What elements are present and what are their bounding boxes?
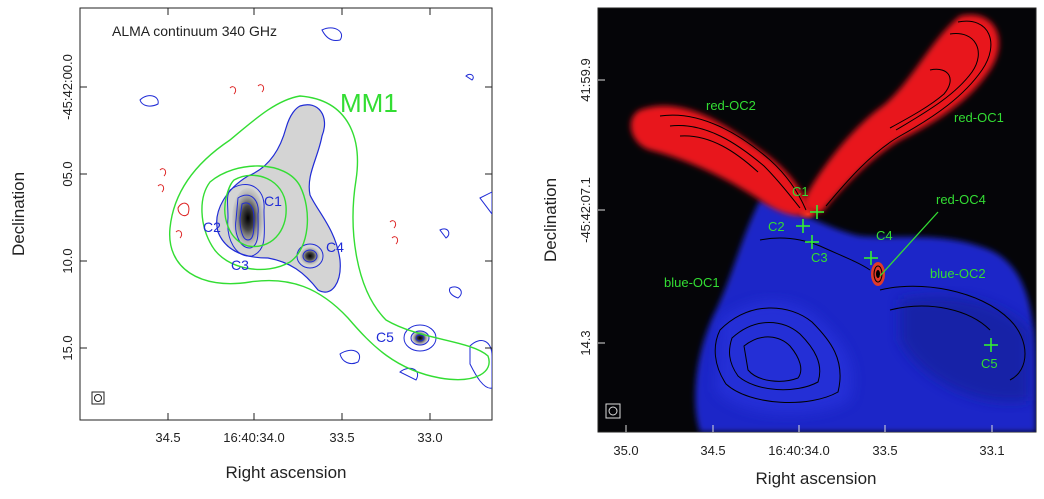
right-xtick-2: 16:40:34.0	[768, 443, 829, 458]
right-xtick-0: 35.0	[613, 443, 638, 458]
core-c5	[411, 330, 429, 346]
left-xtick-2: 33.5	[329, 430, 354, 445]
right-source-c5: C5	[981, 356, 998, 371]
right-source-c1: C1	[792, 184, 809, 199]
left-source-c3: C3	[231, 257, 249, 273]
mm1-label: MM1	[340, 88, 398, 118]
left-source-c2: C2	[203, 219, 221, 235]
source-markers	[796, 205, 998, 352]
label-blue-oc1: blue-OC1	[664, 275, 720, 290]
right-panel: red-OC2 red-OC1 red-OC4 blue-OC1 blue-OC…	[541, 7, 1037, 488]
left-source-c1: C1	[264, 193, 282, 209]
label-red-oc2: red-OC2	[706, 98, 756, 113]
blue-contours	[139, 27, 492, 389]
right-ticks	[598, 79, 993, 432]
right-beam-icon	[605, 403, 621, 419]
red-contours	[157, 84, 399, 245]
left-xlabel: Right ascension	[226, 463, 347, 482]
right-xlabel: Right ascension	[756, 469, 877, 488]
left-beam-icon	[91, 391, 105, 405]
right-xtick-4: 33.1	[979, 443, 1004, 458]
right-xtick-3: 33.5	[872, 443, 897, 458]
left-xtick-3: 33.0	[417, 430, 442, 445]
left-ytick-0: -45:42:00.0	[60, 54, 75, 120]
left-panel: ALMA continuum 340 GHz MM1 C1 C2 C3 C4 C…	[9, 7, 493, 482]
right-source-c4: C4	[876, 228, 893, 243]
right-xtick-1: 34.5	[700, 443, 725, 458]
left-source-c4: C4	[326, 239, 344, 255]
label-red-oc1: red-OC1	[954, 110, 1004, 125]
red-lobe-oc1	[804, 14, 999, 213]
mm1-inner-contour	[201, 165, 309, 271]
left-ticks	[80, 8, 492, 420]
mm1-outer-contour	[169, 95, 490, 381]
red-lobe-oc2	[630, 105, 812, 216]
left-ytick-2: 10.0	[60, 248, 75, 273]
label-blue-oc2: blue-OC2	[930, 266, 986, 281]
right-ytick-2: 14.3	[578, 330, 593, 355]
left-ylabel: Declination	[9, 172, 28, 256]
right-source-c2: C2	[768, 219, 785, 234]
label-red-oc4: red-OC4	[936, 192, 986, 207]
right-contours	[659, 20, 1026, 403]
left-xtick-0: 34.5	[155, 430, 180, 445]
left-ytick-3: 15.0	[60, 335, 75, 360]
left-ytick-1: 05.0	[60, 161, 75, 186]
left-panel-title: ALMA continuum 340 GHz	[112, 23, 277, 39]
right-ytick-0: 41:59.9	[578, 58, 593, 101]
red-oc4-pointer	[879, 211, 939, 277]
right-ylabel: Declination	[541, 178, 560, 262]
green-contours	[169, 95, 490, 381]
left-xtick-1: 16:40:34.0	[223, 430, 284, 445]
right-source-c3: C3	[811, 250, 828, 265]
left-source-c5: C5	[376, 329, 394, 345]
core-c1-c2	[232, 188, 264, 248]
right-ytick-1: -45:42:07.1	[578, 177, 593, 243]
